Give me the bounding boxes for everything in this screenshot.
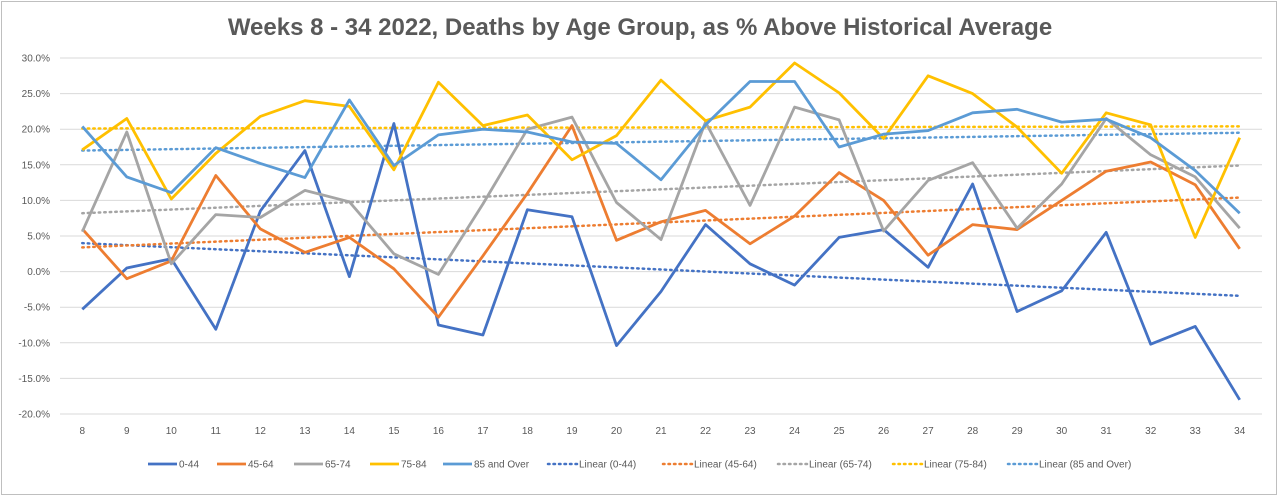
x-tick-label: 9 — [124, 426, 130, 437]
x-tick-label: 16 — [433, 426, 445, 437]
x-tick-label: 29 — [1012, 426, 1024, 437]
legend-label: 65-74 — [325, 460, 351, 471]
x-tick-label: 21 — [655, 426, 667, 437]
x-tick-label: 8 — [79, 426, 85, 437]
legend-label: Linear (65-74) — [809, 460, 872, 471]
x-tick-label: 20 — [611, 426, 623, 437]
legend-label: 0-44 — [179, 460, 199, 471]
y-tick-label: -10.0% — [18, 338, 50, 349]
y-tick-label: 30.0% — [22, 54, 50, 65]
x-tick-label: 27 — [923, 426, 935, 437]
x-tick-label: 28 — [967, 426, 979, 437]
x-tick-label: 12 — [255, 426, 267, 437]
x-tick-label: 22 — [700, 426, 712, 437]
x-tick-label: 18 — [522, 426, 534, 437]
y-tick-label: 0.0% — [27, 267, 50, 278]
y-tick-label: -20.0% — [18, 410, 50, 421]
y-tick-label: 25.0% — [22, 89, 50, 100]
legend-label: 75-84 — [401, 460, 427, 471]
trendline — [81, 241, 1241, 298]
series-line — [81, 124, 1241, 319]
series-line — [81, 61, 1241, 239]
x-tick-label: 19 — [566, 426, 578, 437]
legend-label: 85 and Over — [474, 460, 530, 471]
y-tick-label: 15.0% — [22, 160, 50, 171]
x-tick-label: 23 — [744, 426, 756, 437]
x-tick-label: 30 — [1056, 426, 1068, 437]
series-line — [81, 122, 1241, 401]
legend-label: Linear (0-44) — [579, 460, 636, 471]
x-tick-label: 15 — [388, 426, 400, 437]
x-tick-label: 25 — [834, 426, 846, 437]
x-tick-label: 24 — [789, 426, 801, 437]
series-line — [81, 80, 1241, 215]
series-line — [81, 105, 1241, 276]
y-tick-label: 10.0% — [22, 196, 50, 207]
x-tick-label: 10 — [166, 426, 178, 437]
legend-label: Linear (75-84) — [924, 460, 987, 471]
trendline — [81, 125, 1241, 130]
legend-label: Linear (45-64) — [694, 460, 757, 471]
trendline — [81, 164, 1241, 215]
x-tick-label: 17 — [477, 426, 489, 437]
y-tick-label: 20.0% — [22, 125, 50, 136]
y-tick-label: -5.0% — [24, 303, 50, 314]
x-tick-label: 32 — [1145, 426, 1157, 437]
x-tick-label: 13 — [299, 426, 311, 437]
legend-label: 45-64 — [248, 460, 274, 471]
y-tick-label: 5.0% — [27, 232, 50, 243]
x-tick-label: 33 — [1190, 426, 1202, 437]
trendline — [81, 131, 1241, 152]
x-tick-label: 26 — [878, 426, 890, 437]
x-tick-label: 11 — [211, 426, 222, 437]
x-tick-label: 31 — [1101, 426, 1113, 437]
chart-title: Weeks 8 - 34 2022, Deaths by Age Group, … — [227, 14, 1053, 41]
y-tick-label: -15.0% — [18, 374, 50, 385]
x-tick-label: 14 — [344, 426, 356, 437]
legend-label: Linear (85 and Over) — [1039, 460, 1131, 471]
x-tick-label: 34 — [1234, 426, 1246, 437]
